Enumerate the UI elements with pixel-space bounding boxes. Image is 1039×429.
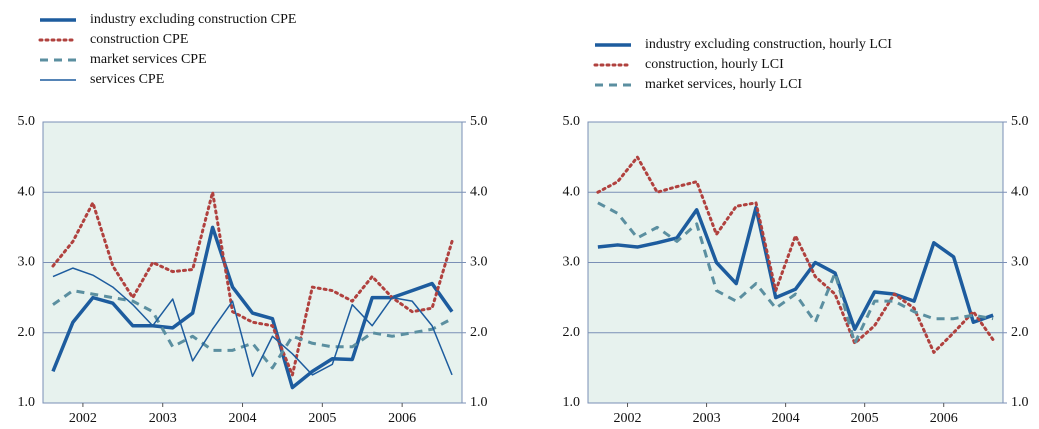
x-tick-label: 2004 — [229, 411, 257, 426]
series-line — [52, 289, 453, 370]
x-tick-label: 2004 — [772, 411, 800, 426]
y2-tick-label: 2.0 — [1011, 325, 1029, 340]
x-tick-label: 2003 — [149, 411, 177, 426]
legend-label: industry excluding construction, hourly … — [645, 37, 892, 52]
x-tick-label: 2006 — [930, 411, 958, 426]
series-line — [597, 201, 994, 345]
legend-label: construction CPE — [90, 32, 188, 47]
x-tick-label: 2005 — [851, 411, 879, 426]
y2-tick-label: 1.0 — [470, 395, 488, 410]
legend-label: industry excluding construction CPE — [90, 12, 296, 27]
legend-label: services CPE — [90, 72, 164, 87]
legend-label: market services, hourly LCI — [645, 77, 802, 92]
y-tick-label: 3.0 — [18, 255, 36, 270]
series-line — [596, 155, 995, 354]
legend-label: construction, hourly LCI — [645, 57, 784, 72]
y2-tick-label: 5.0 — [1011, 114, 1029, 129]
y-tick-label: 5.0 — [563, 114, 581, 129]
y2-tick-label: 3.0 — [1011, 255, 1029, 270]
y-tick-label: 5.0 — [18, 114, 36, 129]
x-tick-label: 2006 — [388, 411, 416, 426]
y2-tick-label: 3.0 — [470, 255, 488, 270]
y2-tick-label: 2.0 — [470, 325, 488, 340]
y-tick-label: 3.0 — [563, 255, 581, 270]
y-tick-label: 1.0 — [18, 395, 36, 410]
series-line — [597, 205, 994, 331]
x-tick-label: 2005 — [308, 411, 336, 426]
legend-label: market services CPE — [90, 52, 207, 67]
series-line — [52, 267, 453, 378]
series-line — [51, 225, 454, 390]
series-line — [51, 190, 454, 377]
y-tick-label: 1.0 — [563, 395, 581, 410]
x-tick-label: 2002 — [614, 411, 642, 426]
y2-tick-label: 5.0 — [470, 114, 488, 129]
y2-tick-label: 4.0 — [470, 184, 488, 199]
y2-tick-label: 4.0 — [1011, 184, 1029, 199]
y-tick-label: 2.0 — [18, 325, 36, 340]
y2-tick-label: 1.0 — [1011, 395, 1029, 410]
y-tick-label: 2.0 — [563, 325, 581, 340]
y-tick-label: 4.0 — [563, 184, 581, 199]
y-tick-label: 4.0 — [18, 184, 36, 199]
x-tick-label: 2002 — [69, 411, 97, 426]
x-tick-label: 2003 — [693, 411, 721, 426]
